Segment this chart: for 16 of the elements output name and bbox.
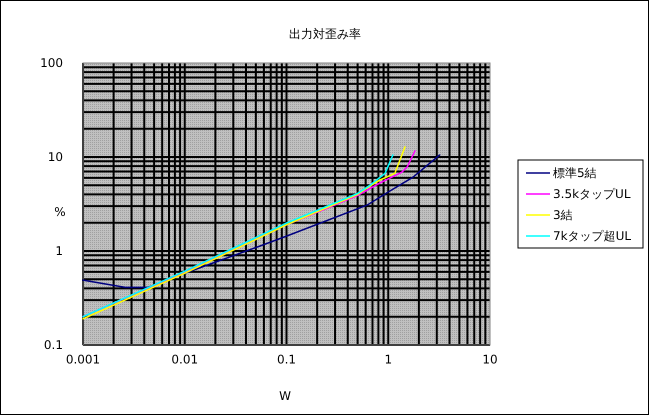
legend-label: 3.5kタップUL [553, 187, 631, 201]
y-tick-label: 0.1 [44, 338, 63, 352]
y-axis-title: % [54, 205, 66, 219]
legend-label: 7kタップ超UL [553, 229, 632, 243]
x-axis-title: W [279, 389, 292, 403]
y-tick-label: 10 [48, 150, 63, 164]
x-tick-label: 0.001 [66, 352, 100, 367]
x-tick-label: 0.01 [171, 352, 198, 367]
y-tick-label: 100 [40, 56, 63, 70]
x-tick-label: 0.1 [276, 352, 296, 367]
legend-label: 標準5結 [553, 166, 597, 180]
x-tick-label: 10 [482, 352, 498, 367]
x-tick-label: 1 [384, 352, 392, 367]
y-tick-label: 1 [55, 244, 63, 258]
legend-label: 3結 [553, 208, 573, 222]
chart-title: 出力対歪み率 [289, 27, 361, 41]
